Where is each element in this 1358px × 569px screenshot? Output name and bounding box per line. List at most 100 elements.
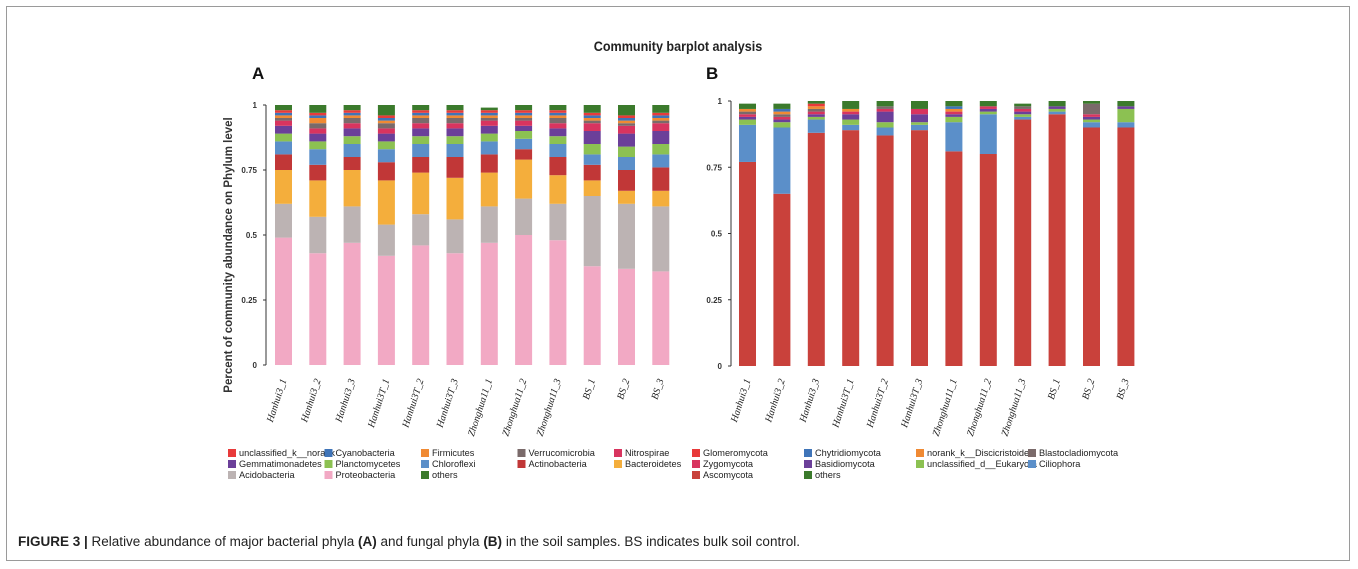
bar-b-bs-3-basidiomycota <box>1117 106 1135 109</box>
legend-swatch-b-glomeromycota <box>692 449 700 457</box>
bar-b-bs-2-blastocladiomycota <box>1083 103 1100 115</box>
bar-a-zhonghua11-3-acidobacteria <box>549 203 567 241</box>
bar-a-hanhui3t-2-bacteroidetes <box>412 172 430 215</box>
bar-stack-b-zhonghua11-1 <box>945 101 963 366</box>
legend-swatch-a-planctomycetes <box>324 460 333 468</box>
x-tick-label-b-bs-2: BS_2 <box>1080 378 1097 401</box>
bar-b-hanhui3t-1-norank-k-discicristoidea <box>842 108 860 112</box>
bar-b-hanhui3t-1-ciliophora <box>842 124 860 131</box>
bar-a-hanhui3t-1-gemmatimonadetes <box>377 133 395 142</box>
bar-a-bs-2-planctomycetes <box>618 146 635 157</box>
bar-b-zhonghua11-3-blastocladiomycota <box>1014 106 1032 109</box>
bar-b-hanhui3t-3-zygomycota <box>911 108 928 115</box>
bar-a-hanhui3t-3-nitrospirae <box>446 123 464 129</box>
bar-b-hanhui3-3-zygomycota <box>807 111 825 115</box>
bar-b-bs-2-zygomycota <box>1083 114 1100 117</box>
bar-a-hanhui3-2-proteobacteria <box>309 253 327 365</box>
bar-stack-b-hanhui3-3 <box>807 101 825 366</box>
bar-a-hanhui3-3-verrucomicrobia <box>343 118 361 124</box>
x-tick-label-a-bs-2: BS_2 <box>615 378 632 401</box>
bar-a-zhonghua11-1-nitrospirae <box>480 120 498 126</box>
legend-label-b-others: others <box>815 470 841 480</box>
bar-a-zhonghua11-1-chloroflexi <box>480 141 498 155</box>
bar-b-hanhui3t-3-others <box>911 101 928 109</box>
x-tick-label-a-hanhui3-1: Hanhui3_1 <box>265 378 290 425</box>
bar-b-hanhui3-1-unclassified-d-eukaryota <box>739 119 756 125</box>
bar-a-hanhui3-1-firmicutes <box>275 115 292 118</box>
x-tick-label-a-hanhui3t-2: Hanhui3T_2 <box>400 378 426 430</box>
bar-a-hanhui3t-1-planctomycetes <box>377 141 395 150</box>
bar-a-zhonghua11-1-others <box>480 107 498 111</box>
bar-a-hanhui3-3-acidobacteria <box>343 206 361 243</box>
legend-swatch-a-actinobacteria <box>517 460 526 468</box>
panel-label-b: B <box>706 64 718 83</box>
bar-a-hanhui3-1-proteobacteria <box>275 237 292 365</box>
bar-a-hanhui3t-1-actinobacteria <box>377 162 395 181</box>
bar-a-hanhui3t-2-acidobacteria <box>412 214 430 246</box>
bar-stack-a-hanhui3t-3 <box>446 105 464 365</box>
x-tick-label-b-hanhui3t-3: Hanhui3T_3 <box>899 378 925 430</box>
legend-swatch-a-proteobacteria <box>324 471 333 479</box>
bar-a-zhonghua11-2-unclassified-k-norank <box>515 110 533 113</box>
legend-label-b-ascomycota: Ascomycota <box>703 470 754 480</box>
y-tick-label-b-4: 1 <box>718 97 723 106</box>
bar-stack-b-bs-1 <box>1048 101 1066 366</box>
bar-a-hanhui3t-1-others <box>377 105 395 116</box>
caption-text-2: and fungal phyla <box>376 534 484 549</box>
bar-a-zhonghua11-3-verrucomicrobia <box>549 118 567 124</box>
bar-a-bs-3-chloroflexi <box>652 154 670 168</box>
bar-b-zhonghua11-2-others <box>979 101 997 107</box>
bar-a-bs-1-nitrospirae <box>583 123 601 131</box>
bar-a-hanhui3-2-others <box>309 105 327 113</box>
legend-swatch-b-norank-k-discicristoidea <box>916 449 924 457</box>
bar-b-zhonghua11-3-unclassified-d-eukaryota <box>1014 114 1032 117</box>
bar-b-hanhui3t-2-zygomycota <box>876 108 894 112</box>
bar-b-hanhui3t-2-ascomycota <box>876 135 894 366</box>
bar-b-hanhui3t-1-ascomycota <box>842 130 860 366</box>
bar-a-zhonghua11-3-planctomycetes <box>549 136 567 144</box>
bar-a-bs-1-actinobacteria <box>583 164 601 181</box>
legend-label-b-ciliophora: Ciliophora <box>1039 459 1081 469</box>
bar-b-hanhui3t-3-basidiomycota <box>911 114 928 123</box>
bar-stack-b-hanhui3t-2 <box>876 101 894 366</box>
bar-a-hanhui3-3-firmicutes <box>343 115 361 118</box>
bar-b-zhonghua11-3-zygomycota <box>1014 108 1032 112</box>
x-tick-label-b-hanhui3t-2: Hanhui3T_2 <box>865 378 891 430</box>
bar-b-zhonghua11-1-others <box>945 101 963 107</box>
bar-a-hanhui3t-2-unclassified-k-norank <box>412 110 430 113</box>
bar-a-bs-1-unclassified-k-norank <box>583 112 601 116</box>
bar-a-hanhui3t-3-unclassified-k-norank <box>446 110 464 113</box>
bar-a-hanhui3-2-gemmatimonadetes <box>309 133 327 142</box>
x-tick-label-a-zhonghua11-1: Zhonghua11_1 <box>466 378 495 438</box>
bar-a-hanhui3-2-unclassified-k-norank <box>309 112 327 116</box>
bar-b-hanhui3-1-basidiomycota <box>739 116 756 120</box>
legend-swatch-a-nitrospirae <box>614 449 622 457</box>
bar-a-zhonghua11-1-firmicutes <box>480 115 498 118</box>
bar-b-hanhui3t-3-unclassified-d-eukaryota <box>911 122 928 125</box>
bar-a-bs-3-planctomycetes <box>652 144 670 155</box>
bar-a-bs-3-actinobacteria <box>652 167 670 191</box>
bar-a-zhonghua11-2-verrucomicrobia <box>515 118 533 121</box>
bar-a-zhonghua11-2-cyanobacteria <box>515 112 533 116</box>
bar-a-hanhui3t-1-bacteroidetes <box>377 180 395 225</box>
bar-a-zhonghua11-2-firmicutes <box>515 115 533 118</box>
bar-a-hanhui3t-3-verrucomicrobia <box>446 118 464 124</box>
bar-b-hanhui3-3-blastocladiomycota <box>807 108 825 112</box>
bar-a-hanhui3-1-cyanobacteria <box>275 112 292 116</box>
bar-a-hanhui3t-3-actinobacteria <box>446 157 464 178</box>
legend-label-a-unclassified-k-norank: unclassified_k__norank <box>239 448 335 458</box>
y-tick-label-b-3: 0.75 <box>706 163 722 172</box>
legend-swatch-a-gemmatimonadetes <box>228 460 236 468</box>
x-tick-label-b-zhonghua11-3: Zhonghua11_3 <box>1000 378 1029 438</box>
bar-a-zhonghua11-2-acidobacteria <box>515 198 533 235</box>
panel-label-a: A <box>252 64 264 83</box>
bar-a-bs-3-firmicutes <box>652 118 670 121</box>
legend-label-a-planctomycetes: Planctomycetes <box>336 459 401 469</box>
bar-a-hanhui3-1-others <box>275 105 292 111</box>
bar-stack-a-bs-2 <box>618 105 635 365</box>
bar-a-hanhui3-3-nitrospirae <box>343 123 361 129</box>
bar-a-hanhui3-3-planctomycetes <box>343 136 361 144</box>
bar-b-hanhui3-3-glomeromycota <box>807 103 825 107</box>
chart-title: Community barplot analysis <box>594 38 762 54</box>
x-tick-label-b-hanhui3-3: Hanhui3_3 <box>797 378 822 425</box>
